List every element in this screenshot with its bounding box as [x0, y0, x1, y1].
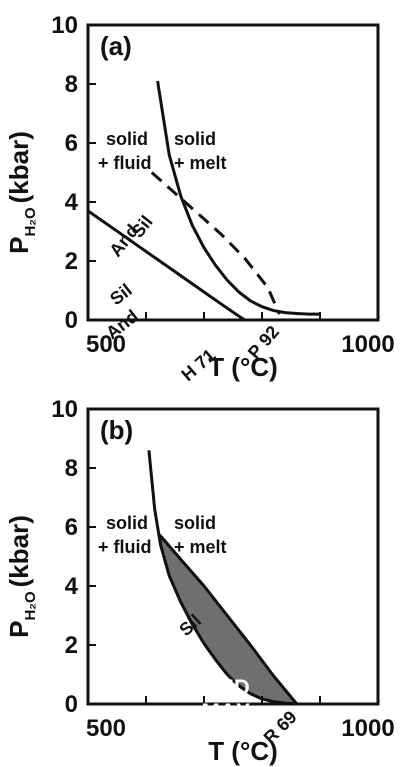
series-line-1-1	[159, 534, 298, 705]
figure-panels-1-region_labels-left_2: + fluid	[98, 537, 152, 557]
figure-panels-0-region_labels-right_1: solid	[174, 129, 216, 149]
series-line-0-0	[156, 80, 320, 316]
y-axis-subscript: H₂O	[22, 591, 39, 620]
y-axis-label: PH₂O (kbar)	[4, 131, 39, 254]
series-line-0-1	[87, 209, 246, 322]
series-line-1-0	[147, 450, 297, 706]
y-tick-label-10: 10	[51, 396, 78, 423]
x-tick-label-500: 500	[86, 715, 126, 742]
panel-label-0: (a)	[100, 31, 132, 61]
figure-panels-0-region_labels-left_1: solid	[106, 129, 148, 149]
plot-frame-1	[86, 407, 380, 706]
x-axis-label: T (°C)	[208, 736, 278, 766]
series-line-0-2	[150, 171, 281, 315]
plot-frame-0	[86, 23, 380, 322]
x-tick-label-1000: 1000	[341, 715, 394, 742]
y-tick-label-10: 10	[51, 12, 78, 39]
y-tick-label-6: 6	[65, 130, 78, 157]
y-tick-label-8: 8	[65, 455, 78, 482]
y-axis-symbol: P	[4, 621, 34, 638]
x-tick-label-500: 500	[86, 331, 126, 358]
y-axis-label: PH₂O (kbar)	[4, 515, 39, 638]
figure-panels-0-region_labels-left_2: + fluid	[98, 153, 152, 173]
y-tick-label-0: 0	[65, 307, 78, 334]
panel-b: 0 2 4 6 8 10 500 1000 T (°C) PH₂O (kbar) (b) solid + …	[4, 396, 395, 766]
y-tick-label-8: 8	[65, 71, 78, 98]
figure-panels-1-curve_labels-and_max_2: MAX	[202, 699, 251, 724]
x-tick-label-1000: 1000	[341, 331, 394, 358]
x-axis-label: T (°C)	[208, 352, 278, 382]
y-axis-subscript: H₂O	[22, 207, 39, 236]
panel-a: 0 2 4 6 8 10 500 1000 T (°C) PH₂O (kbar) (a) solid + …	[4, 12, 395, 385]
y-axis-unit: (kbar)	[4, 131, 34, 203]
panel-label-1: (b)	[100, 415, 133, 445]
y-tick-label-0: 0	[65, 691, 78, 718]
y-tick-label-6: 6	[65, 514, 78, 541]
figure-panels-1-curve_labels-and_max_1: AND	[202, 675, 250, 700]
y-tick-label-2: 2	[65, 632, 78, 659]
figure-panels-1-region_labels-right_1: solid	[174, 513, 216, 533]
figure-panels-1-region_labels-left_1: solid	[106, 513, 148, 533]
y-tick-label-2: 2	[65, 248, 78, 275]
y-axis-unit: (kbar)	[4, 515, 34, 587]
figure-panels-0-region_labels-right_2: + melt	[174, 153, 227, 173]
y-tick-label-4: 4	[65, 573, 79, 600]
y-tick-label-4: 4	[65, 189, 79, 216]
y-axis-symbol: P	[4, 237, 34, 254]
figure-panels-1-region_labels-right_2: + melt	[174, 537, 227, 557]
figure-panels-0-curve_labels-sil_lower: Sil	[106, 280, 136, 309]
